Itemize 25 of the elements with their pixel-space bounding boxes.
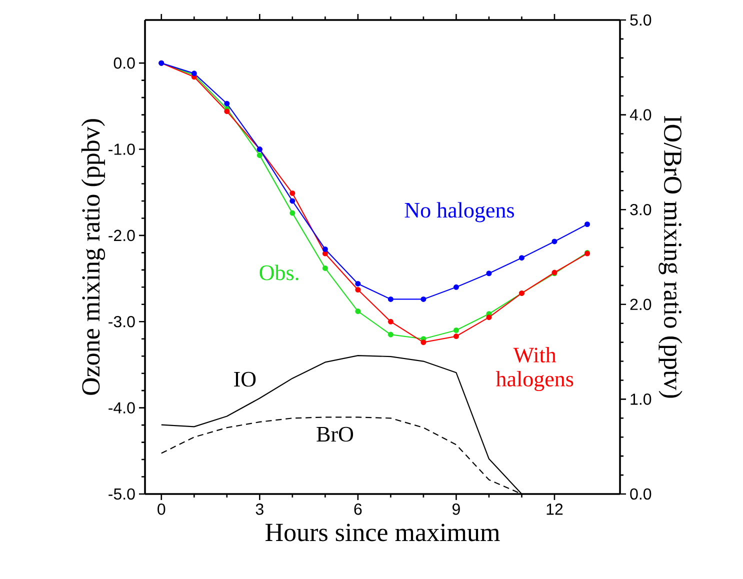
series-label: With halogens: [496, 347, 574, 392]
y-tick-label: 0.0: [114, 57, 135, 69]
y2-axis-title: IO/BrO mixing ratio (pptv): [658, 116, 682, 398]
y2-tick-label: 4.0: [630, 109, 652, 120]
x-tick-label: 12: [546, 504, 563, 515]
series-label: BrO: [316, 426, 354, 442]
y-tick-label: -4.0: [108, 402, 135, 414]
y2-tick-label: 5.0: [630, 14, 652, 26]
y-tick-label: -2.0: [108, 230, 135, 242]
x-tick-label: 3: [256, 504, 264, 515]
x-tick-label: 0: [158, 504, 166, 515]
y-axis-title: Ozone mixing ratio (ppbv): [81, 119, 106, 395]
series-label: IO: [234, 372, 256, 387]
y-tick-label: -3.0: [108, 316, 135, 328]
y2-tick-label: 1.0: [630, 394, 652, 405]
y2-tick-label: 0.0: [630, 488, 652, 500]
x-tick-label: 9: [452, 504, 460, 515]
y2-tick-label: 3.0: [630, 204, 652, 216]
x-axis-title: Hours since maximum: [266, 524, 500, 542]
x-tick-label: 6: [354, 504, 362, 515]
series-label: No halogens: [404, 202, 514, 222]
y2-tick-label: 2.0: [630, 298, 652, 310]
y-tick-label: -1.0: [108, 144, 135, 155]
y-tick-label: -5.0: [108, 488, 135, 500]
series-label: Obs.: [260, 264, 298, 280]
